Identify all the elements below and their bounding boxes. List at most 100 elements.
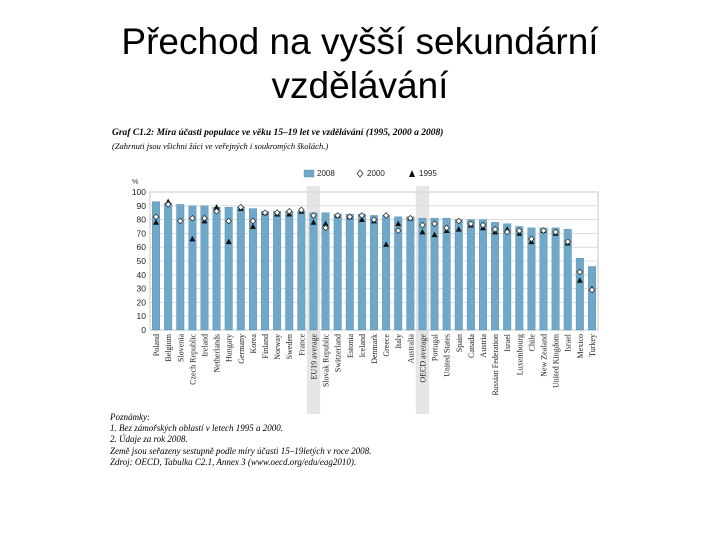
x-category-label: Germany (237, 334, 246, 364)
marker-2000 (406, 214, 414, 222)
bar-2008 (236, 206, 245, 331)
marker-2000 (503, 228, 511, 236)
marker-1995 (322, 220, 329, 227)
bar-2008 (563, 229, 572, 331)
marker-2000 (455, 217, 463, 225)
marker-1995 (383, 241, 390, 247)
bar-2008 (551, 227, 560, 331)
bar-2008 (188, 205, 197, 331)
marker-2000 (297, 206, 305, 214)
marker-2000 (213, 207, 220, 215)
bar-2008 (248, 208, 257, 331)
marker-2000 (491, 225, 499, 233)
marker-1995 (358, 216, 365, 222)
notes-heading: Poznámky: (110, 412, 150, 422)
y-tick-label: 50 (137, 256, 147, 266)
marker-2000 (261, 209, 269, 217)
marker-2000 (515, 227, 523, 235)
marker-2000 (237, 203, 245, 211)
x-category-label: Denmark (370, 334, 379, 364)
chart-notes: Poznámky: 1. Bez zámořských oblastí v le… (110, 412, 371, 468)
y-tick-label: 0 (141, 325, 146, 335)
marker-2000 (152, 213, 160, 221)
y-tick-label: 30 (137, 284, 147, 294)
bar-2008 (212, 206, 221, 331)
marker-1995 (576, 277, 583, 283)
bar-2008 (539, 227, 548, 331)
bar-2008 (297, 211, 306, 331)
chart-subtitle: (Zahrnuti jsou všichni žáci ve veřejných… (112, 141, 329, 151)
marker-1995 (419, 229, 426, 235)
marker-1995 (431, 231, 438, 238)
x-category-label: Spain (455, 334, 464, 352)
marker-1995 (395, 220, 402, 227)
marker-2000 (528, 235, 535, 243)
marker-2000 (201, 214, 208, 222)
y-tick-label: 70 (137, 228, 147, 238)
x-category-label: Poland (152, 334, 161, 356)
y-tick-label: 20 (137, 297, 147, 307)
bar-2008 (261, 211, 269, 331)
x-category-label: Ireland (200, 334, 209, 357)
legend-label-1995: 1995 (419, 169, 437, 178)
marker-1995 (225, 238, 232, 245)
x-category-label: France (297, 334, 306, 356)
note-line-1: 1. Bez zámořských oblastí v letech 1995 … (110, 423, 283, 434)
bar-2008 (515, 226, 524, 331)
marker-1995 (213, 204, 220, 210)
x-category-label: Switzerland (334, 334, 343, 372)
x-category-label: Austria (479, 334, 488, 358)
legend-swatch-2008 (303, 169, 315, 178)
slide-title-line-2: vzdělávání (271, 65, 449, 106)
marker-2000 (358, 212, 366, 219)
bar-2008 (345, 213, 354, 331)
bar-2008 (575, 258, 584, 331)
x-category-label: Russian Federation (491, 334, 500, 396)
marker-2000 (176, 217, 184, 225)
note-line-2: 2. Údaje za rok 2008. (110, 434, 188, 445)
marker-2000 (479, 221, 487, 229)
marker-1995 (455, 226, 462, 232)
y-tick-label: 100 (132, 187, 146, 197)
x-category-label: United Kingdom (552, 333, 561, 388)
bar-2008 (152, 201, 161, 331)
bar-2008 (466, 219, 475, 331)
y-tick-label: 10 (137, 311, 147, 321)
x-category-label: Netherlands (213, 334, 222, 373)
y-axis-unit-label: % (132, 179, 138, 186)
x-category-label: Portugal (431, 333, 440, 361)
bar-2008 (309, 212, 318, 331)
bar-2008 (527, 227, 536, 331)
x-category-label: Luxembourg (515, 334, 524, 375)
marker-1995 (189, 235, 196, 242)
bar-2008 (418, 218, 427, 331)
marker-2000 (189, 214, 196, 222)
x-category-label: Sweden (285, 334, 294, 359)
legend-swatch-2000 (356, 169, 364, 178)
slide-title: Přechod na vyšší sekundární vzdělávání (0, 20, 720, 108)
marker-2000 (552, 228, 559, 236)
x-category-label: Norway (273, 334, 282, 360)
y-tick-label: 60 (137, 242, 147, 252)
bar-2008 (224, 206, 233, 331)
x-category-label: Turkey (588, 334, 597, 357)
legend-label-2000: 2000 (367, 169, 385, 178)
x-category-label: Korea (249, 334, 258, 354)
note-line-3: Země jsou seřazeny sestupně podle míry ú… (110, 445, 372, 456)
x-category-label: Slovenia (176, 334, 185, 362)
bar-2008 (382, 215, 391, 331)
bar-2008 (442, 218, 451, 331)
x-category-label: Israel (503, 333, 512, 352)
x-category-label: Mexico (576, 334, 585, 358)
bar-2008 (394, 216, 403, 331)
y-tick-label: 40 (137, 270, 147, 280)
bar-2008 (454, 219, 463, 331)
bar-2008 (406, 216, 415, 331)
x-category-label: Belgium (164, 333, 173, 361)
bar-2008 (321, 212, 330, 331)
marker-2000 (564, 238, 572, 246)
marker-2000 (443, 224, 451, 232)
marker-2000 (467, 220, 475, 228)
bar-2008 (285, 211, 294, 331)
